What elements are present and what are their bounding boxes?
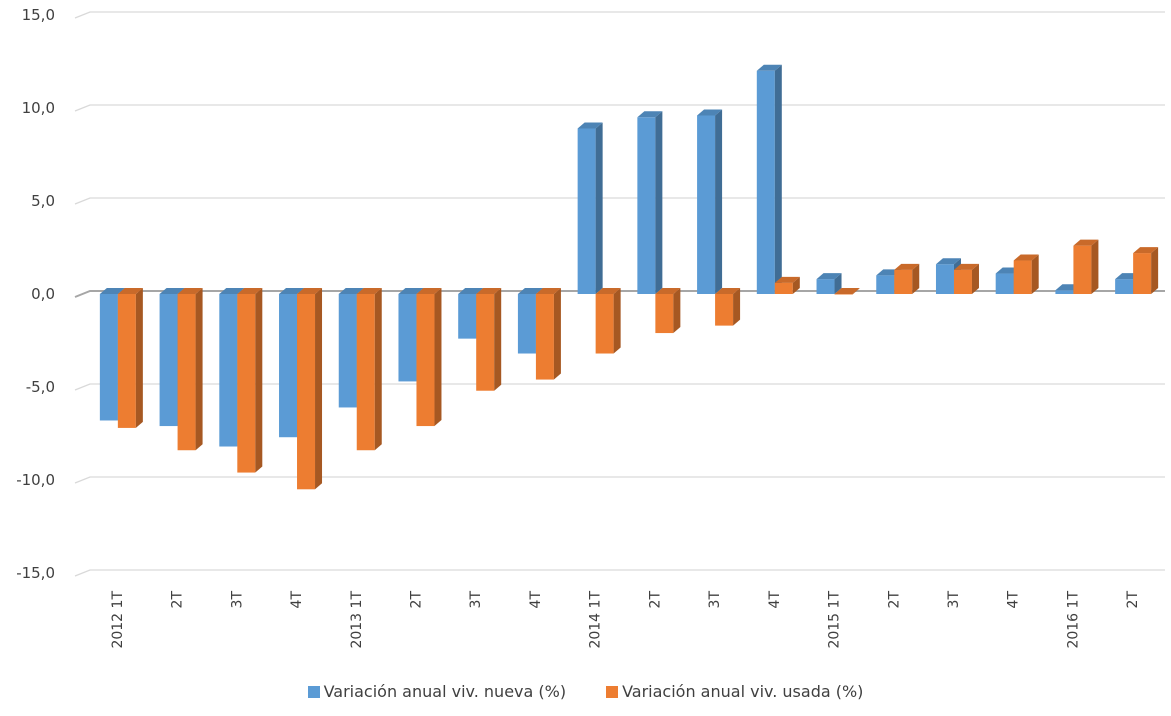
bar-new: [637, 111, 663, 294]
gridlines: [74, 11, 1165, 577]
y-tick-label: 0,0: [31, 285, 55, 303]
bar-used: [237, 288, 263, 473]
bar-used: [416, 288, 442, 427]
y-tick-label: -5,0: [26, 378, 55, 396]
x-tick-label: 3T: [468, 591, 484, 609]
legend-swatch-new: [307, 685, 320, 698]
bar-used: [117, 288, 143, 428]
x-tick-label: 2012 1T: [110, 591, 126, 649]
x-tick-label: 3T: [946, 591, 962, 609]
x-tick-label: 2014 1T: [588, 591, 604, 649]
gridline: [74, 11, 1165, 19]
gridline: [74, 197, 1165, 205]
bars: [99, 64, 1159, 490]
bar-used: [1133, 247, 1159, 294]
y-tick-label: 5,0: [31, 192, 55, 210]
x-tick-label: 4T: [528, 591, 544, 609]
y-tick-label: -10,0: [16, 471, 55, 489]
x-tick-label: 2T: [1125, 591, 1141, 609]
gridline: [74, 104, 1165, 112]
bar-used: [894, 263, 920, 294]
gridline: [74, 290, 1165, 298]
bar-used: [655, 288, 681, 334]
bar-used: [177, 288, 203, 451]
bar-used: [356, 288, 382, 451]
legend-item-new: Variación anual viv. nueva (%): [307, 682, 567, 701]
bar-new: [697, 109, 723, 294]
x-tick-label: 4T: [289, 591, 305, 609]
bar-new: [577, 122, 603, 295]
x-axis: 2012 1T 2T 3T 4T 2013 1T 2T 3T 4T 2014 1T 2T 3T 4T 2…: [110, 591, 1141, 649]
y-axis: 15,0 10,0 5,0 0,0 -5,0 -10,0 -15,0: [16, 6, 55, 582]
x-tick-label: 2T: [886, 591, 902, 609]
bar-used: [953, 263, 979, 294]
x-tick-label: 4T: [767, 591, 783, 609]
bar-used: [834, 288, 860, 295]
x-tick-label: 2T: [647, 591, 663, 609]
x-tick-label: 3T: [707, 591, 723, 609]
legend-item-used: Variación anual viv. usada (%): [606, 682, 863, 701]
gridline: [74, 383, 1165, 391]
y-tick-label: 15,0: [22, 6, 55, 24]
y-tick-label: -15,0: [16, 564, 55, 582]
legend-label-used: Variación anual viv. usada (%): [622, 682, 864, 701]
y-tick-label: 10,0: [22, 99, 55, 117]
bar-used: [774, 276, 800, 294]
bar-new: [816, 273, 842, 294]
bar-used: [595, 288, 621, 354]
x-tick-label: 2013 1T: [349, 591, 365, 649]
bar-used: [476, 288, 502, 391]
bar-used: [1013, 254, 1039, 294]
bar-new: [756, 64, 782, 294]
bar-used: [1073, 239, 1099, 294]
legend-swatch-used: [606, 685, 619, 698]
gridline: [74, 569, 1165, 577]
x-tick-label: 2016 1T: [1065, 591, 1081, 649]
x-tick-label: 2T: [170, 591, 186, 609]
legend-label-new: Variación anual viv. nueva (%): [323, 682, 567, 701]
x-tick-label: 4T: [1006, 591, 1022, 609]
x-tick-label: 2015 1T: [827, 591, 843, 649]
x-tick-label: 3T: [229, 591, 245, 609]
bar-used: [715, 288, 741, 326]
gridline: [74, 476, 1165, 484]
bar-used: [535, 288, 561, 380]
legend: Variación anual viv. nueva (%) Variación…: [0, 682, 1171, 701]
x-tick-label: 2T: [408, 591, 424, 609]
bar-used: [297, 288, 323, 490]
